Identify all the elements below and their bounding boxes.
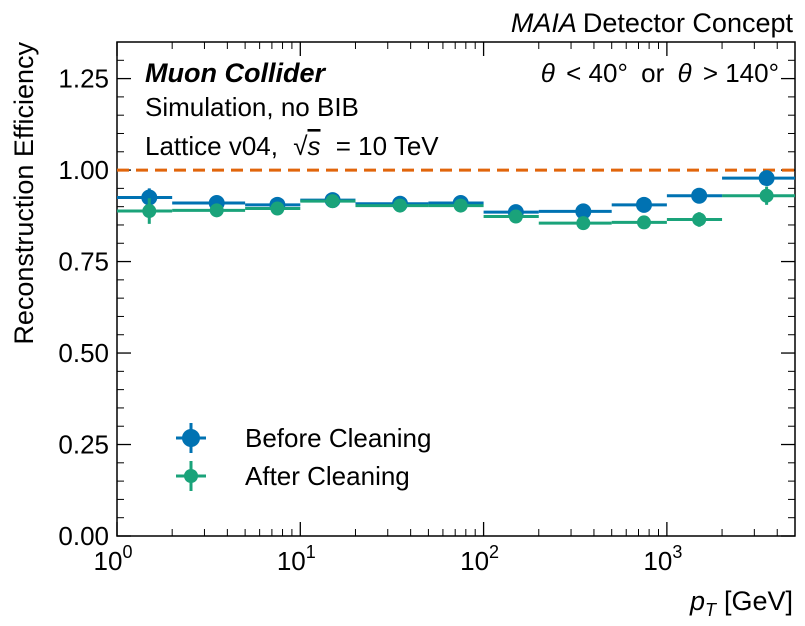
lattice-suffix: = 10 TeV: [336, 131, 440, 161]
data-point: [635, 196, 652, 213]
legend-label: Before Cleaning: [245, 423, 431, 453]
x-tick-label: 102: [460, 542, 499, 576]
title-italic: MAIA: [511, 8, 577, 38]
region-or: or: [641, 58, 664, 88]
data-point: [758, 170, 775, 187]
data-point: [636, 215, 651, 230]
plot-frame: [116, 41, 796, 537]
legend-item: After Cleaning: [176, 461, 410, 491]
sqrt-s: s: [308, 131, 321, 161]
data-point: [508, 209, 523, 224]
data-point: [691, 187, 708, 204]
data-point: [576, 216, 591, 231]
axis-tick-labels: 0.00 0.25 0.50 0.75 1.00 1.25 100 101 102 103: [58, 64, 682, 576]
y-tick-label: 0.50: [58, 338, 109, 368]
theta-symbol-2: θ: [677, 58, 691, 88]
data-point: [270, 201, 285, 216]
data-point: [209, 203, 224, 218]
x-tick-label: 100: [94, 542, 133, 576]
x-axis-unit: [GeV]: [724, 586, 793, 616]
series-group: [117, 170, 795, 231]
region-gt: > 140°: [703, 58, 779, 88]
data-point: [141, 189, 158, 206]
theta-symbol-1: θ: [541, 58, 555, 88]
title-main: Detector Concept: [583, 8, 794, 38]
legend-marker-dot: [182, 429, 200, 447]
y-tick-label: 0.75: [58, 247, 109, 277]
x-axis-subscript: T: [705, 600, 718, 620]
lattice-prefix: Lattice v04,: [145, 131, 278, 161]
region-lt: < 40°: [566, 58, 628, 88]
region-label: θ < 40° or θ > 140°: [541, 58, 779, 88]
y-tick-label: 1.25: [58, 64, 109, 94]
x-axis-label: pT [GeV]: [689, 586, 793, 620]
legend: Before Cleaning After Cleaning: [176, 423, 431, 491]
data-point: [142, 204, 157, 219]
chart-title: MAIA Detector Concept: [511, 8, 794, 38]
experiment-label: Muon Collider: [145, 58, 326, 88]
simulation-label: Simulation, no BIB: [145, 92, 359, 122]
data-point: [325, 194, 340, 209]
y-tick-label: 0.00: [58, 521, 109, 551]
data-point: [453, 198, 468, 213]
data-point: [759, 188, 774, 203]
legend-item: Before Cleaning: [176, 423, 431, 453]
data-point: [393, 198, 408, 213]
data-point: [692, 212, 707, 227]
y-tick-label: 0.25: [58, 430, 109, 460]
legend-marker-dot: [184, 469, 198, 483]
x-tick-label: 101: [277, 542, 316, 576]
series-after-cleaning: [117, 186, 795, 231]
data-point: [575, 203, 592, 220]
lattice-label: Lattice v04, √s = 10 TeV: [145, 131, 439, 161]
legend-label: After Cleaning: [245, 461, 410, 491]
y-axis-label: Reconstruction Efficiency: [9, 42, 39, 345]
x-tick-label: 103: [643, 542, 682, 576]
y-tick-label: 1.00: [58, 155, 109, 185]
sqrt-symbol: √: [293, 131, 308, 161]
x-axis-symbol: p: [689, 586, 705, 616]
